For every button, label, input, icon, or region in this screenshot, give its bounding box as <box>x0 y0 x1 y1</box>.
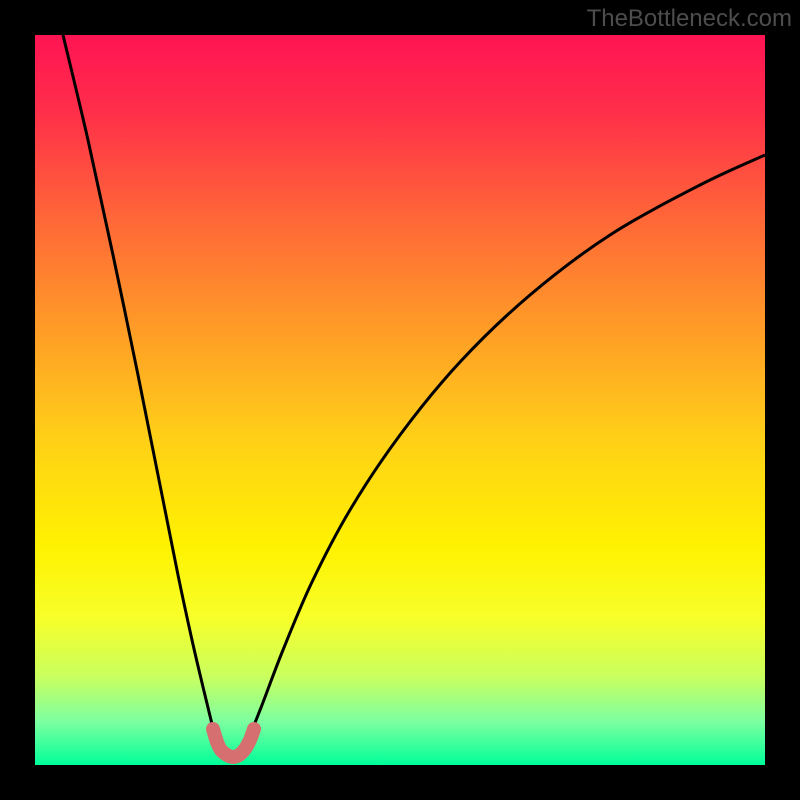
chart-svg <box>0 0 800 800</box>
chart-frame <box>0 0 800 800</box>
watermark-text: TheBottleneck.com <box>587 5 792 33</box>
